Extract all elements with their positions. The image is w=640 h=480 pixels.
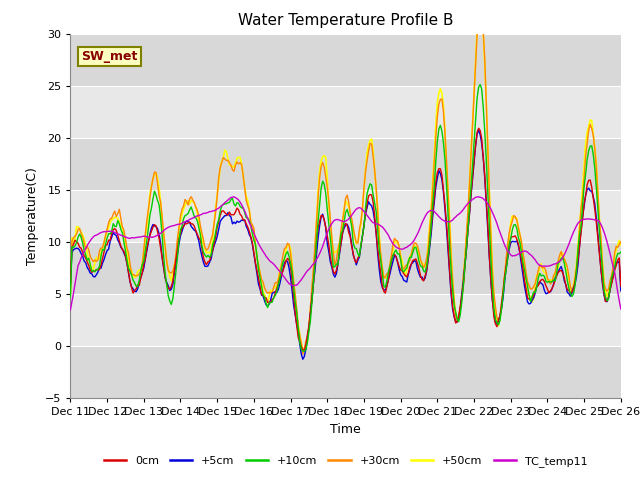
Bar [70, 294, 621, 346]
Legend: 0cm, +5cm, +10cm, +30cm, +50cm, TC_temp11: 0cm, +5cm, +10cm, +30cm, +50cm, TC_temp1… [99, 451, 592, 471]
Bar [70, 86, 621, 138]
Y-axis label: Temperature(C): Temperature(C) [26, 167, 40, 265]
Bar [70, 190, 621, 242]
Title: Water Temperature Profile B: Water Temperature Profile B [238, 13, 453, 28]
Bar [70, 346, 621, 398]
Bar [70, 138, 621, 190]
Bar [70, 34, 621, 86]
Text: SW_met: SW_met [81, 50, 138, 63]
Bar [70, 242, 621, 294]
X-axis label: Time: Time [330, 423, 361, 436]
